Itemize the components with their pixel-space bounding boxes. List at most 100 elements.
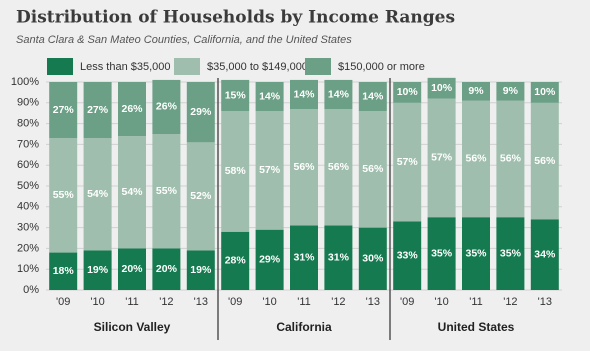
legend-swatch xyxy=(174,58,200,75)
value-label: 55% xyxy=(53,189,75,201)
value-label: 15% xyxy=(225,89,247,101)
value-label: 26% xyxy=(121,103,143,115)
bar-segment xyxy=(427,217,456,290)
x-tick-label: '09 xyxy=(228,296,242,308)
y-tick-label: 40% xyxy=(17,201,39,213)
value-label: 55% xyxy=(156,185,178,197)
x-tick-label: '10 xyxy=(262,296,276,308)
value-label: 18% xyxy=(53,265,75,277)
bar-segment xyxy=(393,221,422,290)
y-tick-label: 60% xyxy=(17,159,39,171)
value-label: 10% xyxy=(397,86,419,98)
value-label: 27% xyxy=(87,104,109,116)
bar-segment xyxy=(49,138,78,253)
value-label: 20% xyxy=(121,263,143,275)
y-tick-label: 20% xyxy=(17,242,39,254)
y-tick-label: 80% xyxy=(17,118,39,130)
value-label: 14% xyxy=(293,88,315,100)
chart-subtitle: Santa Clara & San Mateo Counties, Califo… xyxy=(16,34,352,46)
bar-segment xyxy=(530,102,559,220)
group-label: Silicon Valley xyxy=(94,320,171,334)
bar-segment xyxy=(290,225,318,290)
value-label: 56% xyxy=(328,161,350,173)
value-label: 31% xyxy=(293,252,315,264)
value-label: 9% xyxy=(468,85,484,97)
bar-segment xyxy=(324,79,353,110)
bar-segment xyxy=(186,142,215,251)
x-tick-label: '10 xyxy=(434,296,448,308)
x-tick-label: '12 xyxy=(503,296,517,308)
legend-label: $35,000 to $149,000 xyxy=(207,61,308,73)
x-tick-label: '10 xyxy=(90,296,104,308)
x-tick-label: '11 xyxy=(469,296,483,308)
group-label: United States xyxy=(438,320,515,334)
bar-segment xyxy=(221,79,250,112)
x-tick-label: '09 xyxy=(56,296,70,308)
bar-segment xyxy=(255,229,284,290)
value-label: 26% xyxy=(156,101,178,113)
bar-segment xyxy=(83,82,112,139)
bar-segment xyxy=(221,111,250,232)
bar-segment xyxy=(530,82,559,103)
x-tick-label: '09 xyxy=(400,296,414,308)
bar-segment xyxy=(290,79,318,110)
bar-segment xyxy=(49,82,78,139)
bar-segment xyxy=(152,248,181,290)
y-tick-label: 30% xyxy=(17,222,39,234)
value-label: 56% xyxy=(293,161,315,173)
value-label: 35% xyxy=(465,247,487,259)
value-label: 57% xyxy=(431,152,453,164)
value-label: 56% xyxy=(500,153,522,165)
bar-segment xyxy=(427,98,456,218)
x-tick-label: '11 xyxy=(297,296,311,308)
value-label: 9% xyxy=(503,85,519,97)
y-tick-label: 90% xyxy=(17,97,39,109)
value-label: 56% xyxy=(534,155,556,167)
value-label: 58% xyxy=(225,165,247,177)
y-tick-label: 0% xyxy=(23,284,39,296)
legend-label: Less than $35,000 xyxy=(80,61,171,73)
legend-swatch xyxy=(305,58,331,75)
bar-segment xyxy=(49,252,78,290)
bar-segment xyxy=(324,109,353,226)
bar-segment xyxy=(530,219,559,290)
y-tick-label: 70% xyxy=(17,138,39,150)
bar-segment xyxy=(221,231,250,290)
legend-label: $150,000 or more xyxy=(338,61,425,73)
value-label: 28% xyxy=(225,255,247,267)
bar-segment xyxy=(83,250,112,290)
x-tick-label: '13 xyxy=(538,296,552,308)
bar-segment xyxy=(324,225,353,290)
bar-segment xyxy=(118,82,146,137)
bar-segment xyxy=(255,111,284,230)
x-tick-label: '12 xyxy=(331,296,345,308)
value-label: 30% xyxy=(362,253,384,265)
group-label: California xyxy=(276,320,332,334)
value-label: 19% xyxy=(190,264,212,276)
bar-segment xyxy=(496,82,525,101)
bar-segment xyxy=(496,100,525,218)
value-label: 54% xyxy=(121,186,143,198)
bar-segment xyxy=(118,248,146,290)
chart-title: Distribution of Households by Income Ran… xyxy=(16,8,455,28)
y-tick-label: 10% xyxy=(17,263,39,275)
bar-segment xyxy=(393,82,422,103)
y-tick-label: 100% xyxy=(11,76,39,88)
value-label: 52% xyxy=(190,190,212,202)
value-label: 31% xyxy=(328,252,350,264)
bar-segment xyxy=(152,79,181,134)
bar-segment xyxy=(393,102,422,222)
value-label: 56% xyxy=(465,153,487,165)
bar-segment xyxy=(118,136,146,249)
bar-segment xyxy=(186,82,215,143)
x-tick-label: '12 xyxy=(159,296,173,308)
y-tick-label: 50% xyxy=(17,180,39,192)
bar-segment xyxy=(152,134,181,249)
value-label: 14% xyxy=(328,88,350,100)
bar-segment xyxy=(462,82,490,101)
value-label: 20% xyxy=(156,263,178,275)
bar-segment xyxy=(462,217,490,290)
value-label: 54% xyxy=(87,188,109,200)
bar-segment xyxy=(462,100,490,218)
